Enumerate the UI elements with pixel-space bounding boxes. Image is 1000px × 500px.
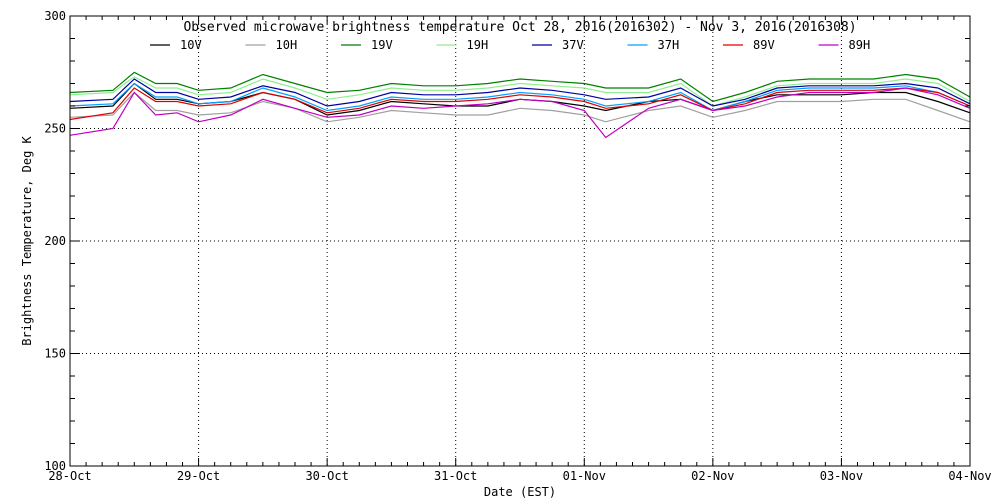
y-tick-label: 200 (44, 234, 66, 248)
legend-label-10v: 10V (180, 38, 202, 52)
gridlines (70, 16, 970, 466)
legend-label-19h: 19H (467, 38, 489, 52)
series-line-37v (69, 78, 971, 107)
x-tick-label: 04-Nov (948, 469, 991, 483)
legend-label-37h: 37H (658, 38, 680, 52)
x-tick-label: 29-Oct (177, 469, 220, 483)
x-tick-label: 31-Oct (434, 469, 477, 483)
x-tick-label: 01-Nov (563, 469, 606, 483)
series-line-89h (69, 87, 971, 139)
y-axis-label: Brightness Temperature, Deg K (20, 135, 34, 345)
x-tick-label: 30-Oct (305, 469, 348, 483)
legend-label-10h: 10H (276, 38, 298, 52)
series-lines (69, 71, 971, 139)
chart-title: Observed microwave brightness temperatur… (183, 20, 856, 35)
legend-label-37v: 37V (562, 38, 584, 52)
legend-label-19v: 19V (371, 38, 393, 52)
series-line-37h (69, 82, 971, 112)
x-tick-label: 28-Oct (48, 469, 91, 483)
series-line-19v (69, 71, 971, 103)
x-axis-label: Date (EST) (484, 485, 556, 499)
series-line-89v (69, 87, 971, 121)
x-tick-label: 02-Nov (691, 469, 734, 483)
y-tick-label: 250 (44, 122, 66, 136)
y-tick-label: 300 (44, 9, 66, 23)
legend: 10V 10H 19V 19H 37V 37H 89V 89H (150, 38, 870, 52)
axis-ticks: 28-Oct 29-Oct 30-Oct 31-Oct 01-Nov 02-Nov 03-N… (44, 9, 991, 483)
legend-label-89v: 89V (753, 38, 775, 52)
y-tick-label: 150 (44, 347, 66, 361)
series-line-10h (69, 91, 971, 123)
x-tick-label: 03-Nov (820, 469, 863, 483)
series-line-19h (69, 76, 971, 107)
y-tick-label: 100 (44, 459, 66, 473)
legend-label-89h: 89H (849, 38, 871, 52)
